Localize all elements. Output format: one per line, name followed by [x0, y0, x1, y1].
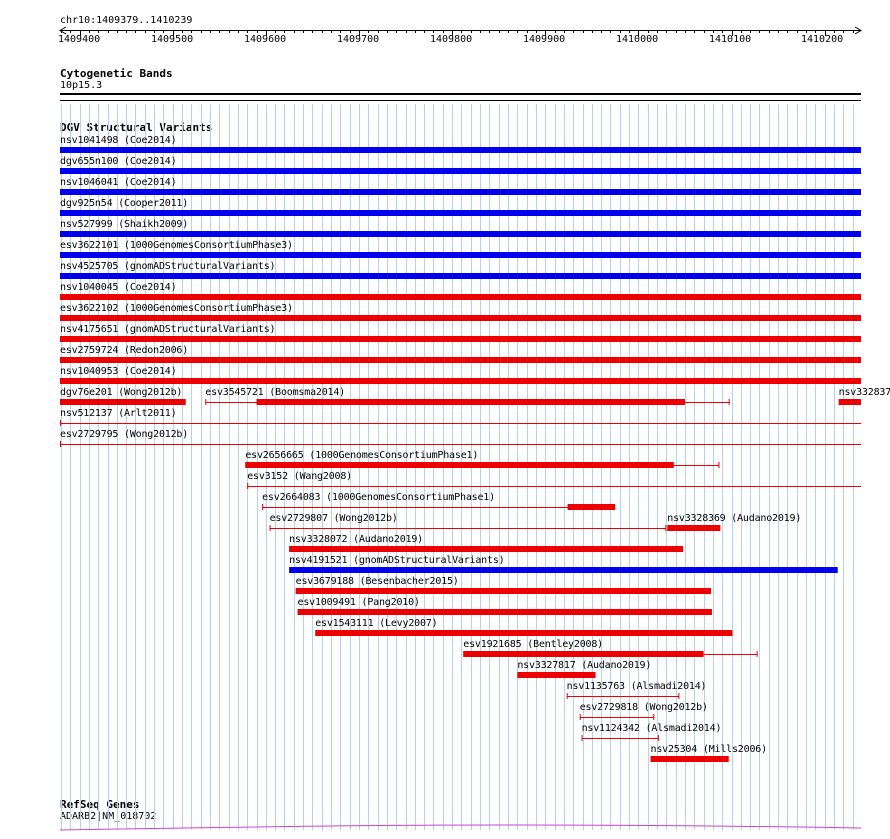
ruler-right-arrow-icon	[854, 26, 862, 35]
position-label: chr10:1409379..1410239	[60, 15, 193, 26]
ruler-tick-label: 1409600	[244, 34, 287, 45]
variant-label[interactable]: nsv4191521 (gnomADStructuralVariants)	[289, 555, 505, 566]
variant-label[interactable]: nsv527999 (Shaikh2009)	[60, 219, 189, 230]
variant-bar[interactable]	[60, 210, 861, 216]
variant-label[interactable]: esv3679188 (Besenbacher2015)	[295, 576, 459, 587]
variant-bar[interactable]	[60, 336, 861, 342]
variant-label[interactable]: nsv3328369 (Audano2019)	[667, 513, 802, 524]
refseq-track-title[interactable]: RefSeq Genes	[60, 798, 140, 811]
variant-label[interactable]: esv2729818 (Wong2012b)	[579, 702, 708, 713]
cytoband-bar[interactable]	[60, 93, 861, 95]
variant-bar[interactable]	[60, 189, 861, 195]
variant-bar[interactable]	[667, 525, 721, 531]
variant-label[interactable]: dgv76e201 (Wong2012b)	[60, 387, 183, 398]
variant-bar[interactable]	[295, 588, 712, 594]
cytoband-track-title[interactable]: Cytogenetic Bands	[60, 67, 173, 80]
variant-bar[interactable]	[60, 252, 861, 258]
variant-bar[interactable]	[838, 399, 861, 405]
variant-label[interactable]: esv3622102 (1000GenomesConsortiumPhase3)	[60, 303, 293, 314]
variant-bar[interactable]	[289, 567, 838, 573]
variant-label[interactable]: esv3622101 (1000GenomesConsortiumPhase3)	[60, 240, 293, 251]
ruler-tick-label: 1410200	[801, 34, 844, 45]
variant-bar[interactable]	[517, 672, 596, 678]
variant-bar[interactable]	[60, 294, 861, 300]
variant-bar[interactable]	[60, 168, 861, 174]
variant-label[interactable]: esv3152 (Wang2008)	[247, 471, 352, 482]
variant-bar[interactable]	[650, 756, 729, 762]
variant-label[interactable]: nsv332837	[838, 387, 890, 398]
variant-bar[interactable]	[60, 273, 861, 279]
variant-label[interactable]: esv2759724 (Redon2006)	[60, 345, 189, 356]
variant-bar[interactable]	[60, 357, 861, 363]
variant-label[interactable]: esv1921685 (Bentley2008)	[463, 639, 603, 650]
variant-label[interactable]: nsv1124342 (Alsmadi2014)	[581, 723, 722, 734]
variant-label[interactable]: esv1009491 (Pang2010)	[297, 597, 420, 608]
variant-label[interactable]: nsv512137 (Arlt2011)	[60, 408, 177, 419]
variant-label[interactable]: nsv3327817 (Audano2019)	[517, 660, 652, 671]
variant-label[interactable]: nsv4525705 (gnomADStructuralVariants)	[60, 261, 276, 272]
variant-thick-bar[interactable]	[567, 504, 616, 510]
variant-label[interactable]: esv1543111 (Levy2007)	[315, 618, 438, 629]
variant-label[interactable]: nsv4175651 (gnomADStructuralVariants)	[60, 324, 276, 335]
ruler-tick-label: 1409900	[523, 34, 566, 45]
cytoband-label: 10p15.3	[60, 80, 103, 91]
variant-label[interactable]: nsv1041498 (Coe2014)	[60, 135, 177, 146]
ruler-tick-label: 1410000	[616, 34, 659, 45]
variant-label[interactable]: nsv25304 (Mills2006)	[650, 744, 768, 755]
variant-thick-bar[interactable]	[463, 651, 704, 657]
variant-label[interactable]: nsv3328072 (Audano2019)	[289, 534, 423, 545]
ruler-tick-label: 1409500	[151, 34, 194, 45]
variant-bar[interactable]	[60, 315, 861, 321]
variant-thick-bar[interactable]	[256, 399, 685, 405]
variant-bar[interactable]	[60, 147, 861, 153]
variant-bar[interactable]	[60, 399, 186, 405]
ruler-tick-label: 1409400	[58, 34, 101, 45]
variant-label[interactable]: nsv1135763 (Alsmadi2014)	[566, 681, 707, 692]
variant-label[interactable]: esv2656665 (1000GenomesConsortiumPhase1)	[245, 450, 479, 461]
ruler-tick-label: 1409800	[430, 34, 473, 45]
variant-thick-bar[interactable]	[245, 462, 674, 468]
variant-bar[interactable]	[315, 630, 733, 636]
ruler-tick-label: 1410100	[709, 34, 752, 45]
variant-label[interactable]: esv3545721 (Boomsma2014)	[205, 387, 345, 398]
variant-bar[interactable]	[60, 378, 861, 384]
ruler-left-arrow-icon	[59, 26, 67, 35]
variant-label[interactable]: esv2664083 (1000GenomesConsortiumPhase1)	[262, 492, 495, 503]
variant-label[interactable]: dgv925n54 (Cooper2011)	[60, 198, 189, 209]
refseq-gene-line[interactable]	[59, 824, 862, 831]
ruler-tick-label: 1409700	[337, 34, 380, 45]
variant-bar[interactable]	[60, 231, 861, 237]
variant-label[interactable]: dgv655n100 (Coe2014)	[60, 156, 177, 167]
variant-label[interactable]: esv2729795 (Wong2012b)	[60, 429, 189, 440]
variant-bar[interactable]	[289, 546, 684, 552]
variant-label[interactable]: nsv1046041 (Coe2014)	[60, 177, 177, 188]
variant-label[interactable]: nsv1040953 (Coe2014)	[60, 366, 177, 377]
variant-label[interactable]: nsv1040045 (Coe2014)	[60, 282, 177, 293]
variant-label[interactable]: esv2729807 (Wong2012b)	[269, 513, 398, 524]
variant-bar[interactable]	[297, 609, 712, 615]
